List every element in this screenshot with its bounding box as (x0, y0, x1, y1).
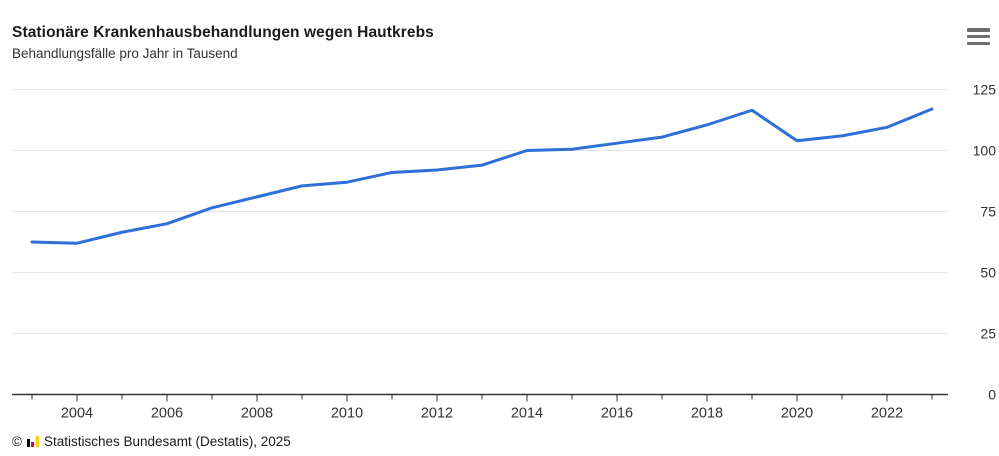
destatis-bars-icon (26, 435, 39, 447)
x-axis-tick-label: 2010 (331, 406, 363, 422)
chart-title: Stationäre Krankenhausbehandlungen wegen… (12, 24, 434, 41)
source-credit: © Statistisches Bundesamt (Destatis), 20… (12, 433, 291, 449)
x-axis-tick-label: 2006 (151, 406, 183, 422)
chart-header: Stationäre Krankenhausbehandlungen wegen… (12, 24, 434, 61)
hamburger-menu-icon (967, 28, 990, 32)
x-axis-tick-label: 2016 (601, 406, 633, 422)
x-axis-tick-label: 2022 (871, 406, 903, 422)
x-axis-tick-label: 2014 (511, 406, 543, 422)
x-axis-tick-label: 2012 (421, 406, 453, 422)
series-line[interactable] (30, 107, 934, 245)
y-axis-tick-label: 100 (973, 143, 997, 159)
y-axis-tick-label: 25 (980, 326, 996, 342)
y-axis-tick-label: 0 (988, 387, 996, 403)
source-text: Statistisches Bundesamt (Destatis), 2025 (43, 433, 291, 449)
y-axis-tick-label: 125 (973, 82, 997, 98)
hamburger-menu-icon (967, 34, 990, 39)
x-axis-tick-label: 2008 (241, 406, 273, 422)
chart-subtitle: Behandlungsfälle pro Jahr in Tausend (12, 46, 238, 61)
x-axis-tick-label: 2004 (61, 406, 93, 422)
y-axis-tick-label: 50 (980, 265, 996, 281)
y-axis-tick-label: 75 (980, 204, 996, 220)
hamburger-menu-icon (967, 41, 990, 45)
x-axis-tick-label: 2020 (781, 406, 813, 422)
x-axis-tick-label: 2018 (691, 406, 723, 422)
copyright-symbol: © (12, 433, 22, 449)
chart-context-menu-button[interactable] (967, 28, 990, 45)
